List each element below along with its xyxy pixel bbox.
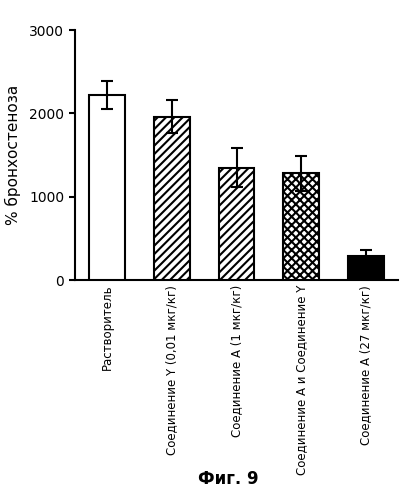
Bar [154,116,190,280]
Bar [348,256,384,280]
Bar [219,168,254,280]
Y-axis label: % бронхостеноза: % бронхостеноза [5,85,21,225]
Text: Фиг. 9: Фиг. 9 [198,470,259,488]
Bar [89,95,125,280]
Bar [283,174,319,280]
